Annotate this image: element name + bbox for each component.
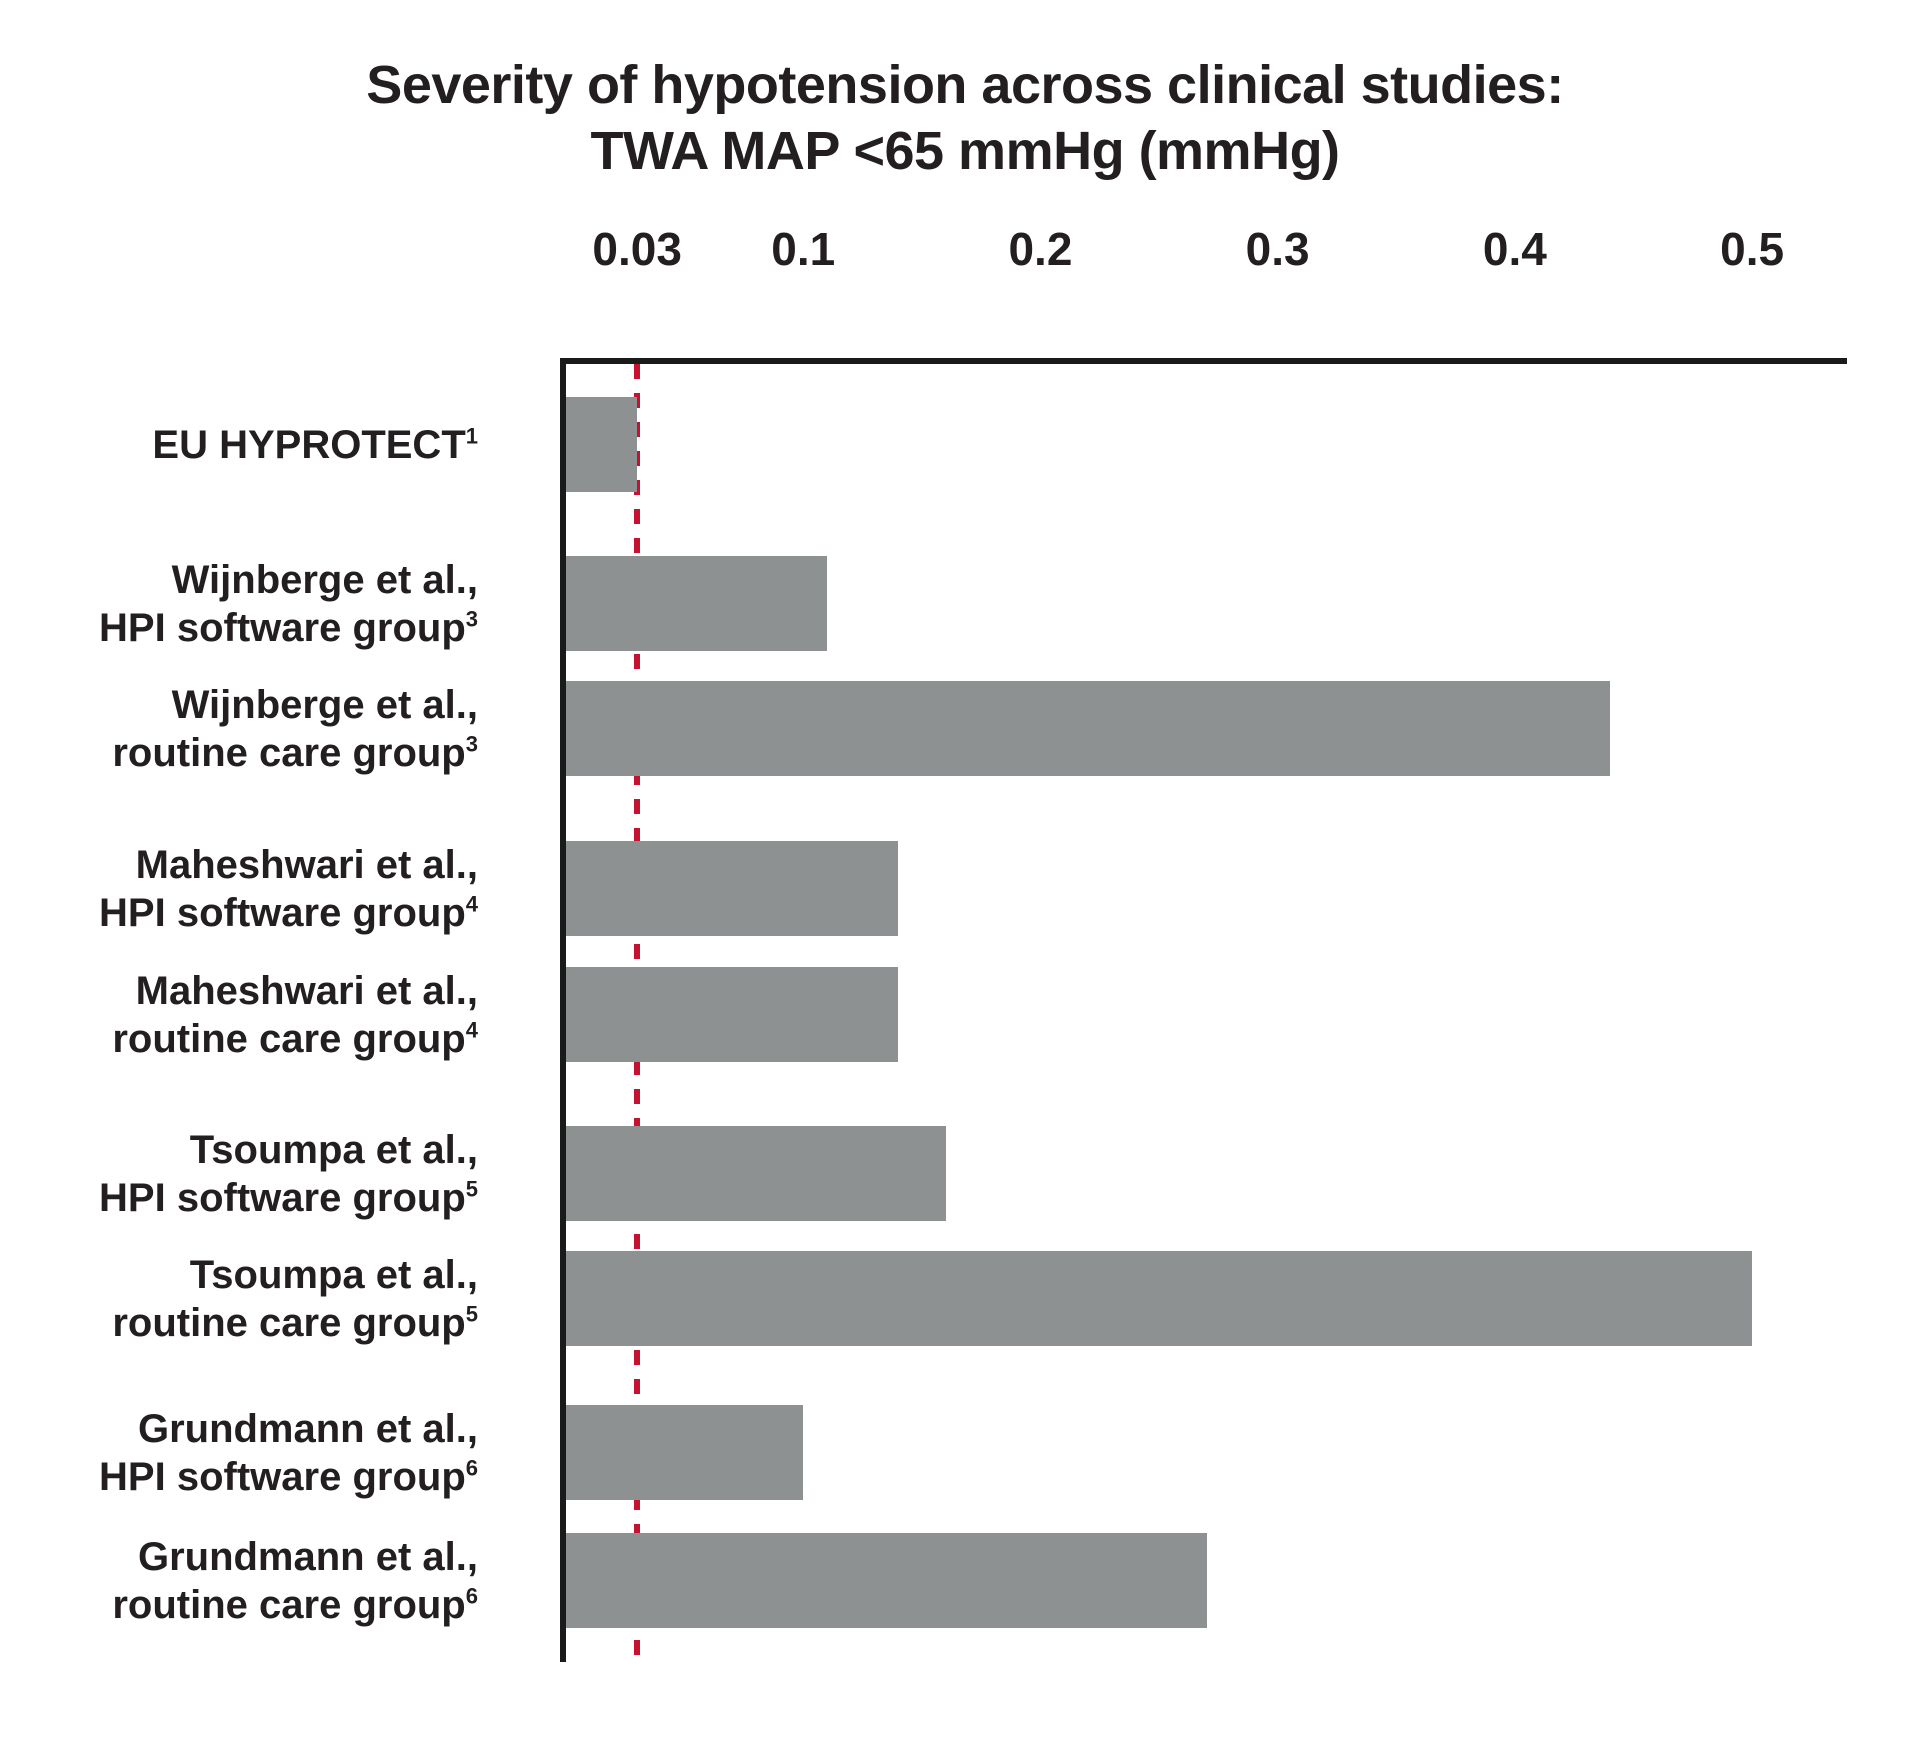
category-label: Tsoumpa et al., routine care group5 [20,1251,478,1347]
reference-superscript: 5 [465,1301,478,1327]
reference-superscript: 3 [465,606,478,632]
reference-superscript: 5 [465,1176,478,1202]
reference-superscript: 4 [465,1017,478,1043]
category-label-line1: Maheshwari et al., [135,842,478,887]
category-label-line1: Maheshwari et al., [135,968,478,1013]
category-label: Maheshwari et al., HPI software group4 [20,841,478,937]
category-label-line2: routine care group4 [112,1016,478,1061]
x-tick-label: 0.03 [592,223,682,275]
x-tick-label: 0.4 [1482,223,1547,275]
x-axis-tick-labels: 0.03 0.1 0.2 0.3 0.4 0.5 [0,222,1920,282]
chart-title-line1: Severity of hypotension across clinical … [366,55,1564,115]
bar-maheshwari-et-al-hpi-software-group [566,841,899,936]
category-label: Maheshwari et al., routine care group4 [20,967,478,1063]
category-label-line2: HPI software group5 [99,1175,478,1220]
category-label: Wijnberge et al., routine care group3 [20,681,478,777]
category-label: Tsoumpa et al., HPI software group5 [20,1126,478,1222]
category-label: EU HYPROTECT1 [20,421,478,469]
reference-superscript: 6 [465,1455,478,1481]
chart-title-line2: TWA MAP <65 mmHg (mmHg) [590,121,1340,181]
category-label: Wijnberge et al., HPI software group3 [20,556,478,652]
category-label-line1: Grundmann et al., [137,1406,478,1451]
bar-wijnberge-et-al-routine-care-group [566,681,1610,776]
bar-wijnberge-et-al-hpi-software-group [566,556,827,651]
category-label-line1: Wijnberge et al., [171,682,478,727]
category-label-line2: routine care group3 [112,730,478,775]
bar-maheshwari-et-al-routine-care-group [566,967,899,1062]
category-label-line2: HPI software group3 [99,605,478,650]
category-label-line1: Tsoumpa et al., [189,1127,478,1172]
category-label-line1: Wijnberge et al., [171,557,478,602]
category-label-line2: HPI software group6 [99,1454,478,1499]
x-tick-label: 0.1 [771,223,836,275]
bar-grundmann-et-al-hpi-software-group [566,1405,804,1500]
category-label-line2: HPI software group4 [99,890,478,935]
category-label-line1: EU HYPROTECT1 [152,422,478,467]
reference-superscript: 1 [465,423,478,449]
bar-tsoumpa-et-al-routine-care-group [566,1251,1753,1346]
x-tick-label: 0.3 [1245,223,1310,275]
reference-superscript: 6 [465,1583,478,1609]
category-label-line1: Tsoumpa et al., [189,1252,478,1297]
reference-superscript: 3 [465,731,478,757]
category-label: Grundmann et al., HPI software group6 [20,1405,478,1501]
x-tick-label: 0.2 [1008,223,1073,275]
category-label-line2: routine care group5 [112,1300,478,1345]
x-tick-label: 0.5 [1720,223,1785,275]
category-label-line2: routine care group6 [112,1582,478,1627]
category-label-line1: Grundmann et al., [137,1534,478,1579]
category-label: Grundmann et al., routine care group6 [20,1533,478,1629]
y-axis-spine [560,358,566,1662]
bar-tsoumpa-et-al-hpi-software-group [566,1126,946,1221]
reference-superscript: 4 [465,891,478,917]
bar-grundmann-et-al-routine-care-group [566,1533,1207,1628]
chart-title: Severity of hypotension across clinical … [40,52,1890,184]
bar-eu-hyprotect [566,397,638,492]
x-axis-line [560,358,1847,364]
